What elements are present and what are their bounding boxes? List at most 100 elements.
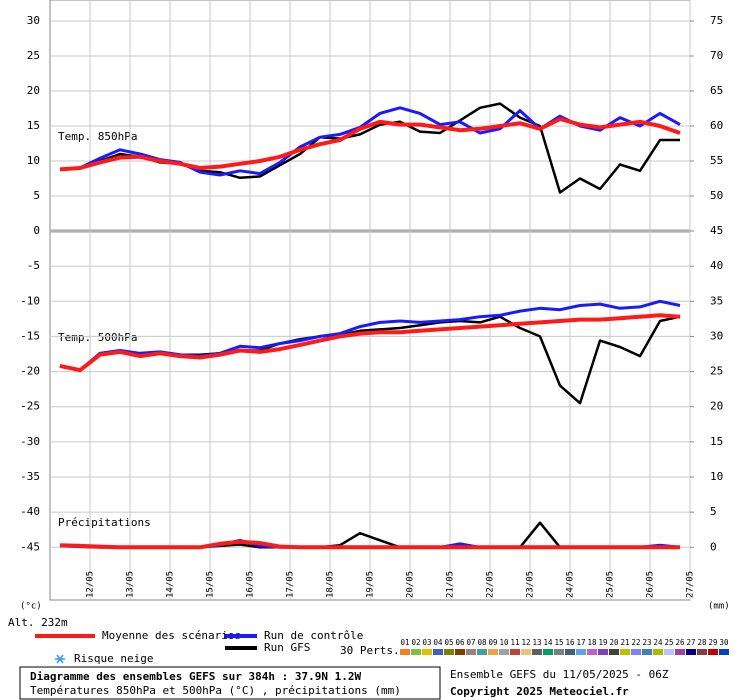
pert-swatch xyxy=(587,649,597,655)
pert-label: 06 xyxy=(455,638,465,647)
y2-tick-label: 25 xyxy=(710,365,723,378)
pert-label: 10 xyxy=(499,638,509,647)
x-tick-label: 18/05 xyxy=(326,571,336,598)
snow-label: Risque neige xyxy=(74,652,153,665)
y-tick-label: 15 xyxy=(27,119,40,132)
y2-tick-label: 0 xyxy=(710,540,717,553)
y2-tick-label: 40 xyxy=(710,259,723,272)
pert-swatch xyxy=(719,649,729,655)
pert-label: 13 xyxy=(532,638,541,647)
y-tick-label: 30 xyxy=(27,14,40,27)
run-info: Ensemble GEFS du 11/05/2025 - 06Z xyxy=(450,668,669,681)
pert-swatch xyxy=(466,649,476,655)
legend-label: Run de contrôle xyxy=(264,629,363,642)
x-tick-label: 20/05 xyxy=(406,571,416,598)
y2-tick-label: 55 xyxy=(710,154,723,167)
y-tick-label: 10 xyxy=(27,154,40,167)
x-tick-label: 24/05 xyxy=(566,571,576,598)
y-tick-label: -30 xyxy=(20,435,40,448)
y2-tick-label: 60 xyxy=(710,119,723,132)
pert-swatch xyxy=(598,649,608,655)
pert-label: 19 xyxy=(598,638,607,647)
y-tick-label: 5 xyxy=(33,189,40,202)
x-tick-label: 22/05 xyxy=(486,571,496,598)
pert-swatch xyxy=(708,649,718,655)
pert-swatch xyxy=(653,649,663,655)
pert-label: 17 xyxy=(576,638,585,647)
y2-tick-label: 70 xyxy=(710,49,723,62)
pert-label: 30 xyxy=(719,638,729,647)
pert-swatch xyxy=(488,649,498,655)
copyright: Copyright 2025 Meteociel.fr xyxy=(450,685,629,698)
pert-label: 08 xyxy=(477,638,487,647)
pert-label: 29 xyxy=(708,638,717,647)
pert-swatch xyxy=(532,649,542,655)
y2-tick-label: 10 xyxy=(710,470,723,483)
pert-swatch xyxy=(664,649,674,655)
pert-swatch xyxy=(620,649,630,655)
x-tick-label: 26/05 xyxy=(646,571,656,598)
pert-swatch xyxy=(433,649,443,655)
pert-swatch xyxy=(477,649,487,655)
y2-tick-label: 30 xyxy=(710,329,723,342)
y-tick-label: -10 xyxy=(20,294,40,307)
series-line xyxy=(59,539,680,550)
snow-icon xyxy=(55,654,65,664)
legend-label: Moyenne des scénarios xyxy=(102,629,241,642)
x-tick-label: 25/05 xyxy=(606,571,616,598)
pert-label: 23 xyxy=(642,638,651,647)
pert-label: 01 xyxy=(400,638,409,647)
pert-swatch xyxy=(455,649,465,655)
pert-swatch xyxy=(499,649,509,655)
pert-label: 05 xyxy=(444,638,453,647)
perts-label: 30 Perts. xyxy=(340,644,400,657)
x-tick-label: 21/05 xyxy=(446,571,456,598)
x-tick-label: 15/05 xyxy=(206,571,216,598)
panel-label: Temp. 500hPa xyxy=(58,331,137,344)
grid xyxy=(50,0,691,600)
y2-tick-label: 35 xyxy=(710,294,723,307)
y2-tick-label: 5 xyxy=(710,505,717,518)
pert-swatch xyxy=(400,649,410,655)
pert-swatch xyxy=(444,649,454,655)
series-line xyxy=(59,313,681,373)
y-unit: (°c) xyxy=(20,602,42,612)
pert-label: 15 xyxy=(554,638,563,647)
y-tick-label: -35 xyxy=(20,470,40,483)
x-tick-label: 19/05 xyxy=(366,571,376,598)
pert-label: 26 xyxy=(675,638,685,647)
pert-label: 22 xyxy=(631,638,640,647)
y2-tick-label: 15 xyxy=(710,435,723,448)
pert-swatch xyxy=(521,649,531,655)
y-tick-label: 20 xyxy=(27,84,40,97)
x-tick-label: 12/05 xyxy=(86,571,96,598)
altitude: Alt. 232m xyxy=(8,616,68,629)
panel-label: Précipitations xyxy=(58,516,151,529)
pert-label: 16 xyxy=(565,638,575,647)
x-tick-label: 23/05 xyxy=(526,571,536,598)
title-box xyxy=(19,666,441,700)
pert-swatch xyxy=(543,649,553,655)
pert-swatch xyxy=(631,649,641,655)
pert-label: 02 xyxy=(411,638,420,647)
pert-swatch xyxy=(411,649,421,655)
x-tick-label: 16/05 xyxy=(246,571,256,598)
pert-label: 04 xyxy=(433,638,443,647)
pert-label: 12 xyxy=(521,638,530,647)
pert-label: 18 xyxy=(587,638,597,647)
pert-label: 09 xyxy=(488,638,497,647)
y2-tick-label: 20 xyxy=(710,400,723,413)
y-tick-label: -25 xyxy=(20,400,40,413)
pert-swatch xyxy=(422,649,432,655)
pert-swatch xyxy=(675,649,685,655)
footer-subtitle: Températures 850hPa et 500hPa (°C) , pré… xyxy=(30,684,401,697)
pert-swatch xyxy=(686,649,696,655)
legend-label: Run GFS xyxy=(264,641,310,654)
panel-label: Temp. 850hPa xyxy=(58,130,137,143)
x-tick-label: 17/05 xyxy=(286,571,296,598)
y-tick-label: -40 xyxy=(20,505,40,518)
pert-label: 27 xyxy=(686,638,695,647)
y-tick-label: -5 xyxy=(27,259,40,272)
pert-swatch xyxy=(576,649,586,655)
